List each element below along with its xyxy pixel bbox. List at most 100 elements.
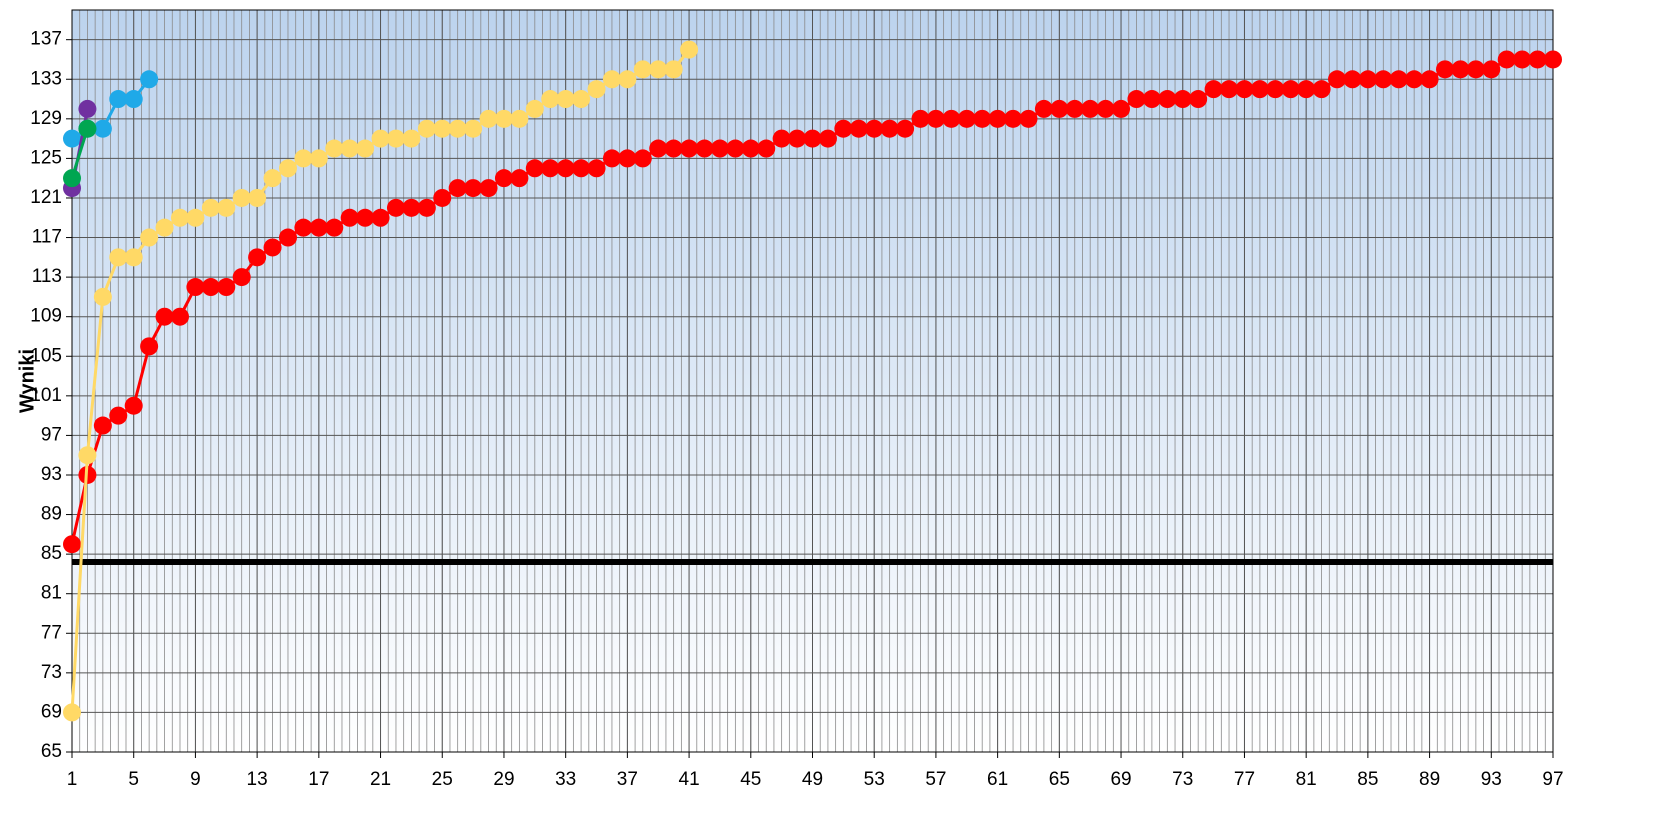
data-point [602, 149, 621, 168]
data-point [1451, 60, 1470, 79]
data-point [510, 109, 529, 128]
data-point [633, 149, 652, 168]
data-point [1096, 99, 1115, 118]
x-tick-label: 57 [925, 769, 946, 790]
y-tick-label: 105 [30, 345, 62, 366]
data-point [448, 119, 467, 138]
data-point [464, 119, 483, 138]
data-point [155, 218, 174, 237]
data-point [772, 129, 791, 148]
data-point [926, 109, 945, 128]
data-point [109, 248, 128, 267]
x-tick-label: 69 [1110, 769, 1131, 790]
data-point [494, 169, 513, 188]
x-tick-label: 97 [1542, 769, 1563, 790]
x-tick-label: 53 [864, 769, 885, 790]
data-point [1220, 80, 1239, 99]
data-point [1266, 80, 1285, 99]
x-tick-label: 85 [1357, 769, 1378, 790]
data-point [402, 129, 421, 148]
data-point [325, 139, 344, 158]
data-point [1019, 109, 1038, 128]
y-tick-label: 81 [41, 583, 62, 604]
data-point [1405, 70, 1424, 89]
data-point [63, 703, 81, 722]
data-point [494, 109, 513, 128]
data-point [1158, 90, 1177, 109]
data-point [371, 129, 390, 148]
data-point [93, 287, 112, 306]
data-point [1358, 70, 1377, 89]
x-tick-label: 89 [1419, 769, 1440, 790]
data-point [973, 109, 992, 128]
data-point [356, 139, 375, 158]
data-point [232, 188, 251, 207]
plot-border [71, 9, 1554, 753]
data-point [217, 278, 236, 297]
data-point [140, 70, 159, 89]
data-point [278, 228, 297, 247]
data-point [1034, 99, 1053, 118]
y-tick-label: 137 [30, 29, 62, 50]
y-tick-label: 129 [30, 108, 62, 129]
data-point [1173, 90, 1192, 109]
data-point [1204, 80, 1223, 99]
y-tick-label: 69 [41, 701, 62, 722]
data-point [695, 139, 714, 158]
x-tick-label: 77 [1234, 769, 1255, 790]
data-point [325, 218, 344, 237]
data-point [664, 139, 683, 158]
data-point [649, 60, 668, 79]
data-point [818, 129, 837, 148]
data-point [201, 278, 220, 297]
data-point [309, 149, 328, 168]
data-point [155, 307, 174, 326]
data-point [417, 198, 436, 217]
data-point [525, 159, 544, 178]
data-point [93, 416, 112, 435]
data-point [109, 406, 128, 425]
data-point [309, 218, 328, 237]
x-tick-label: 93 [1481, 769, 1502, 790]
data-point [186, 208, 205, 227]
data-point [1004, 109, 1023, 128]
x-tick-label: 49 [802, 769, 823, 790]
x-tick-label: 29 [493, 769, 514, 790]
data-point [248, 248, 267, 267]
data-point [633, 60, 652, 79]
data-point [356, 208, 375, 227]
x-tick-label: 21 [370, 769, 391, 790]
data-point [556, 90, 575, 109]
data-point [124, 396, 143, 415]
data-point [680, 40, 699, 59]
y-tick-label: 93 [41, 464, 62, 485]
data-point [232, 268, 251, 287]
data-point [1312, 80, 1331, 99]
data-point [1420, 70, 1439, 89]
y-tick-label: 125 [30, 147, 62, 168]
data-point [140, 228, 159, 247]
y-tick-label: 101 [30, 385, 62, 406]
data-point [726, 139, 745, 158]
data-point [464, 179, 483, 198]
data-point [541, 90, 560, 109]
x-tick-label: 13 [247, 769, 268, 790]
data-point [911, 109, 930, 128]
data-point [556, 159, 575, 178]
data-point [541, 159, 560, 178]
data-point [63, 535, 81, 554]
data-point [340, 139, 359, 158]
data-point [1328, 70, 1347, 89]
data-point [294, 149, 313, 168]
data-point [1281, 80, 1300, 99]
y-tick-label: 97 [41, 424, 62, 445]
data-point [386, 198, 405, 217]
data-point [124, 248, 143, 267]
data-point [587, 159, 606, 178]
data-point [417, 119, 436, 138]
data-point [1513, 50, 1532, 69]
data-point [217, 198, 236, 217]
data-point [865, 119, 884, 138]
data-point [525, 99, 544, 118]
